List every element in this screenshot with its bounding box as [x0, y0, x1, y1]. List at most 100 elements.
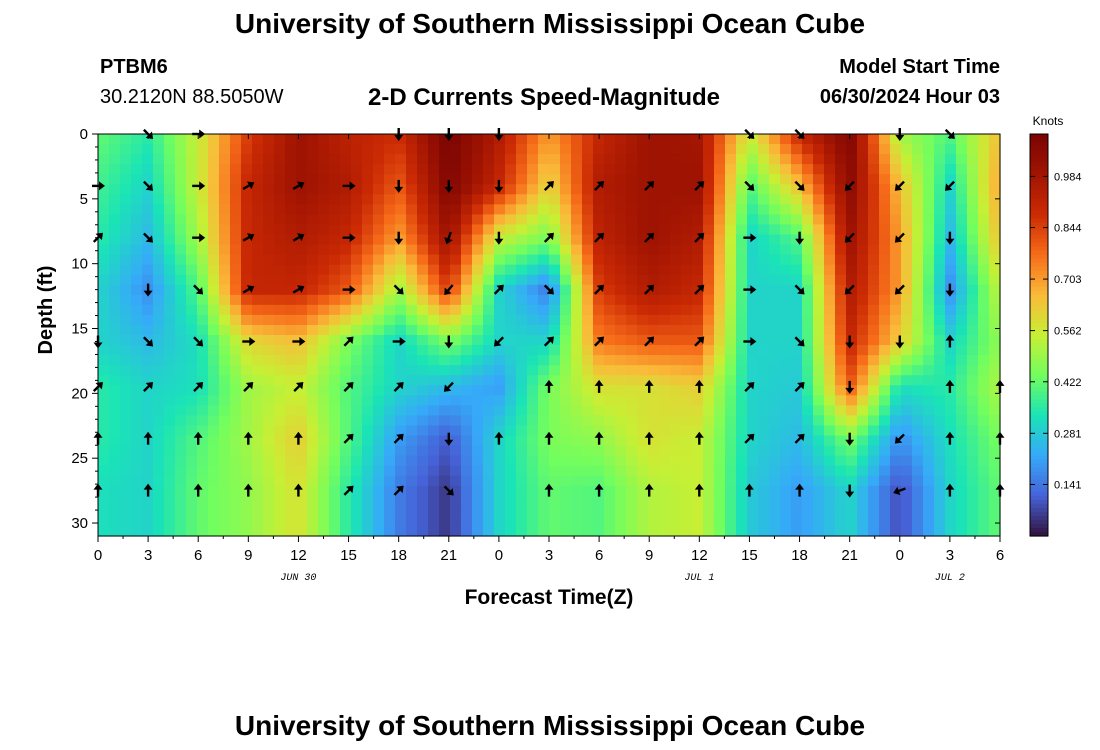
current-arrow — [544, 431, 554, 445]
heatmap-cell — [956, 274, 968, 286]
heatmap-cell — [307, 465, 319, 477]
heatmap-cell — [681, 335, 693, 346]
heatmap-cell — [219, 224, 231, 236]
current-arrow — [494, 231, 504, 245]
heatmap-cell — [461, 525, 473, 537]
heatmap-cell — [934, 385, 946, 396]
heatmap-cell — [241, 224, 253, 236]
heatmap-cell — [505, 435, 517, 447]
heatmap-cell — [989, 234, 1001, 246]
current-arrow — [443, 381, 454, 392]
heatmap-cell — [703, 415, 715, 427]
heatmap-cell — [516, 194, 528, 205]
heatmap-cell — [659, 465, 671, 477]
heatmap-cell — [791, 244, 803, 256]
heatmap-cell — [824, 455, 836, 467]
heatmap-cell — [692, 154, 704, 165]
heatmap-cell — [824, 355, 836, 366]
x-tick-label: 0 — [896, 547, 904, 564]
heatmap-cell — [791, 224, 803, 236]
heatmap-cell — [802, 184, 814, 195]
heatmap-cell — [263, 324, 275, 336]
heatmap-cell — [560, 214, 572, 226]
colorbar-segment — [1030, 234, 1048, 240]
heatmap-cell — [802, 355, 814, 366]
heatmap-cell — [351, 144, 363, 155]
heatmap-cell — [824, 274, 836, 286]
heatmap-cell — [901, 224, 913, 236]
heatmap-cell — [967, 465, 979, 477]
heatmap-cell — [329, 365, 341, 376]
heatmap-cell — [450, 194, 462, 205]
heatmap-cell — [923, 304, 935, 316]
heatmap-cell — [978, 274, 990, 286]
heatmap-cell — [780, 415, 792, 427]
heatmap-cell — [373, 324, 385, 336]
current-arrow — [744, 433, 755, 444]
x-tick-label: 3 — [144, 547, 152, 564]
current-arrow — [795, 483, 805, 497]
heatmap-cell — [901, 425, 913, 437]
heatmap-cell — [307, 204, 319, 215]
heatmap-cell — [791, 324, 803, 336]
heatmap-cell — [714, 495, 726, 507]
heatmap-cell — [98, 345, 110, 356]
heatmap-cell — [263, 234, 275, 246]
heatmap-cell — [175, 465, 187, 477]
heatmap-cell — [868, 435, 880, 447]
heatmap-cell — [956, 375, 968, 386]
heatmap-cell — [791, 505, 803, 517]
heatmap-cell — [164, 174, 176, 185]
heatmap-cell — [131, 395, 143, 406]
heatmap-cell — [483, 435, 495, 447]
heatmap-cell — [241, 314, 253, 326]
heatmap-cell — [725, 505, 737, 517]
heatmap-cell — [560, 174, 572, 185]
heatmap-cell — [197, 515, 209, 527]
heatmap-cell — [538, 335, 550, 346]
heatmap-cell — [285, 425, 297, 437]
heatmap-cell — [98, 254, 110, 266]
heatmap-cell — [527, 365, 539, 376]
heatmap-cell — [835, 304, 847, 316]
heatmap-cell — [747, 425, 759, 437]
heatmap-cell — [593, 154, 605, 165]
heatmap-cell — [483, 335, 495, 346]
heatmap-cell — [395, 415, 407, 427]
heatmap-cell — [252, 294, 264, 306]
heatmap-cell — [956, 254, 968, 266]
heatmap-cell — [560, 415, 572, 427]
heatmap-cell — [725, 515, 737, 527]
heatmap-cell — [571, 164, 583, 175]
heatmap-cell — [692, 415, 704, 427]
heatmap-cell — [142, 324, 154, 336]
heatmap-cell — [208, 224, 220, 236]
heatmap-cell — [428, 485, 440, 497]
heatmap-cell — [494, 475, 506, 487]
heatmap-cell — [901, 375, 913, 386]
heatmap-cell — [362, 314, 374, 326]
heatmap-cell — [164, 234, 176, 246]
heatmap-cell — [307, 435, 319, 447]
heatmap-cell — [659, 234, 671, 246]
heatmap-cell — [384, 214, 396, 226]
heatmap-cell — [967, 204, 979, 215]
heatmap-cell — [406, 144, 418, 155]
heatmap-cell — [296, 415, 308, 427]
heatmap-cell — [505, 134, 517, 145]
heatmap-cell — [791, 254, 803, 266]
heatmap-cell — [802, 385, 814, 396]
heatmap-cell — [373, 335, 385, 346]
heatmap-cell — [934, 244, 946, 256]
heatmap-cell — [824, 174, 836, 185]
heatmap-cell — [912, 505, 924, 517]
heatmap-cell — [120, 375, 132, 386]
heatmap-cell — [406, 244, 418, 256]
heatmap-cell — [439, 234, 451, 246]
heatmap-cell — [989, 284, 1001, 296]
heatmap-cell — [428, 445, 440, 457]
heatmap-cell — [483, 415, 495, 427]
heatmap-cell — [890, 395, 902, 406]
heatmap-cell — [362, 515, 374, 527]
heatmap-cell — [813, 204, 825, 215]
